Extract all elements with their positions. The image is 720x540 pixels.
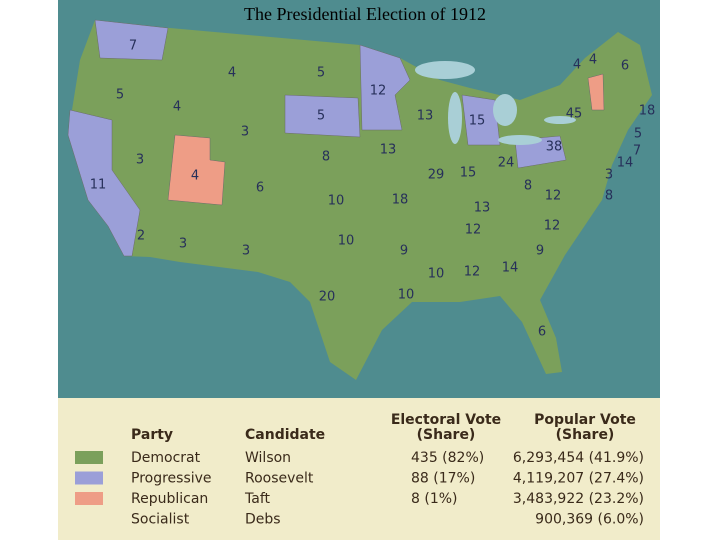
electoral-votes: 9 (536, 244, 544, 259)
electoral-votes: 4 (173, 100, 181, 115)
state-shape (94, 19, 169, 61)
legend-cell: 88 (17%) (411, 471, 475, 487)
electoral-votes: 12 (544, 219, 561, 234)
legend-cell: Roosevelt (245, 471, 314, 487)
legend-cell: 6,293,454 (41.9%) (513, 450, 644, 466)
electoral-votes: 18 (392, 193, 409, 208)
electoral-votes: 15 (469, 114, 486, 129)
electoral-votes: 8 (322, 150, 330, 165)
electoral-votes: 5 (634, 127, 642, 142)
state-shape (461, 94, 501, 146)
legend-cell: Democrat (131, 450, 201, 466)
electoral-votes: 10 (328, 194, 345, 209)
legend-panel (58, 398, 660, 540)
electoral-votes: 5 (317, 66, 325, 81)
electoral-votes: 4 (573, 58, 581, 73)
lake-superior (415, 61, 475, 79)
electoral-votes: 3 (241, 125, 249, 140)
state-shape (359, 44, 411, 131)
legend-swatch (75, 451, 103, 464)
electoral-votes: 3 (179, 237, 187, 252)
legend-cell: 3,483,922 (23.2%) (513, 491, 644, 507)
electoral-votes: 10 (338, 234, 355, 249)
electoral-votes: 4 (228, 66, 236, 81)
legend-cell: Progressive (131, 471, 212, 487)
electoral-votes: 13 (474, 201, 491, 216)
lake-huron (493, 94, 517, 126)
electoral-votes: 5 (116, 88, 124, 103)
electoral-votes: 10 (428, 267, 445, 282)
electoral-votes: 9 (400, 244, 408, 259)
electoral-votes: 10 (398, 288, 415, 303)
electoral-votes: 15 (460, 166, 477, 181)
electoral-votes: 12 (545, 189, 562, 204)
electoral-votes: 18 (639, 104, 656, 119)
legend-header: Party (131, 427, 173, 443)
legend-cell: Republican (131, 491, 208, 507)
legend-header: Electoral Vote (391, 412, 501, 428)
map-title: The Presidential Election of 1912 (244, 4, 486, 24)
legend-cell: Taft (244, 491, 270, 507)
legend-header: Candidate (245, 427, 325, 443)
electoral-votes: 8 (524, 179, 532, 194)
lake-erie (498, 135, 542, 145)
electoral-votes: 14 (502, 261, 519, 276)
electoral-votes: 5 (317, 109, 325, 124)
electoral-votes: 11 (90, 178, 107, 193)
electoral-votes: 24 (498, 156, 515, 171)
lake-michigan (448, 92, 462, 144)
electoral-votes: 12 (370, 84, 387, 99)
lake-ontario (544, 116, 576, 124)
legend-cell: 900,369 (6.0%) (535, 512, 644, 528)
electoral-votes: 6 (621, 59, 629, 74)
legend-cell: 435 (82%) (411, 450, 484, 466)
legend-swatch (75, 471, 103, 485)
electoral-votes: 13 (380, 143, 397, 158)
state-shape (284, 94, 361, 138)
electoral-votes: 3 (242, 244, 250, 259)
electoral-votes: 3 (605, 168, 613, 183)
electoral-votes: 45 (566, 107, 583, 122)
legend-swatch (75, 492, 103, 505)
legend-header: Popular Vote (534, 412, 636, 428)
legend-header: (Share) (417, 427, 476, 443)
electoral-votes: 14 (617, 156, 634, 171)
electoral-votes: 12 (464, 265, 481, 280)
electoral-votes: 6 (256, 181, 264, 196)
electoral-votes: 8 (605, 189, 613, 204)
legend-cell: 4,119,207 (27.4%) (513, 471, 644, 487)
electoral-votes: 20 (319, 290, 336, 305)
electoral-votes: 7 (633, 144, 641, 159)
legend-header: (Share) (556, 427, 615, 443)
electoral-votes: 38 (546, 140, 563, 155)
electoral-votes: 7 (129, 39, 137, 54)
electoral-votes: 3 (136, 153, 144, 168)
electoral-votes: 4 (191, 169, 199, 184)
electoral-votes: 4 (589, 53, 597, 68)
electoral-votes: 2 (137, 229, 145, 244)
electoral-votes: 29 (428, 168, 445, 183)
legend-cell: 8 (1%) (411, 491, 458, 507)
electoral-votes: 12 (465, 223, 482, 238)
legend-cell: Wilson (245, 450, 291, 466)
state-shape (587, 73, 605, 111)
electoral-votes: 13 (417, 109, 434, 124)
legend-cell: Debs (245, 512, 281, 528)
electoral-votes: 6 (538, 325, 546, 340)
state-shape (67, 109, 141, 257)
state-shape (167, 134, 226, 206)
legend-cell: Socialist (131, 512, 190, 528)
